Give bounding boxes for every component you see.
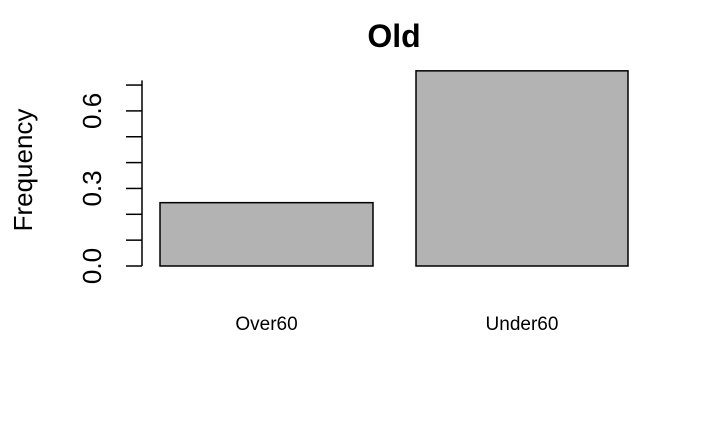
bar-under60 [415, 70, 629, 267]
bars-group [159, 70, 629, 267]
y-axis: 0.0 0.3 0.6 [77, 80, 143, 284]
y-tick-label: 0.0 [77, 248, 107, 284]
y-tick-label: 0.6 [77, 93, 107, 129]
x-axis-labels: Over60 Under60 [235, 314, 558, 335]
chart-title: Old [367, 18, 420, 54]
x-category-label: Under60 [486, 314, 559, 335]
y-axis-label: Frequency [8, 109, 38, 232]
x-category-label: Over60 [235, 314, 297, 335]
y-tick-label: 0.3 [77, 170, 107, 206]
bar-over60 [159, 201, 374, 267]
